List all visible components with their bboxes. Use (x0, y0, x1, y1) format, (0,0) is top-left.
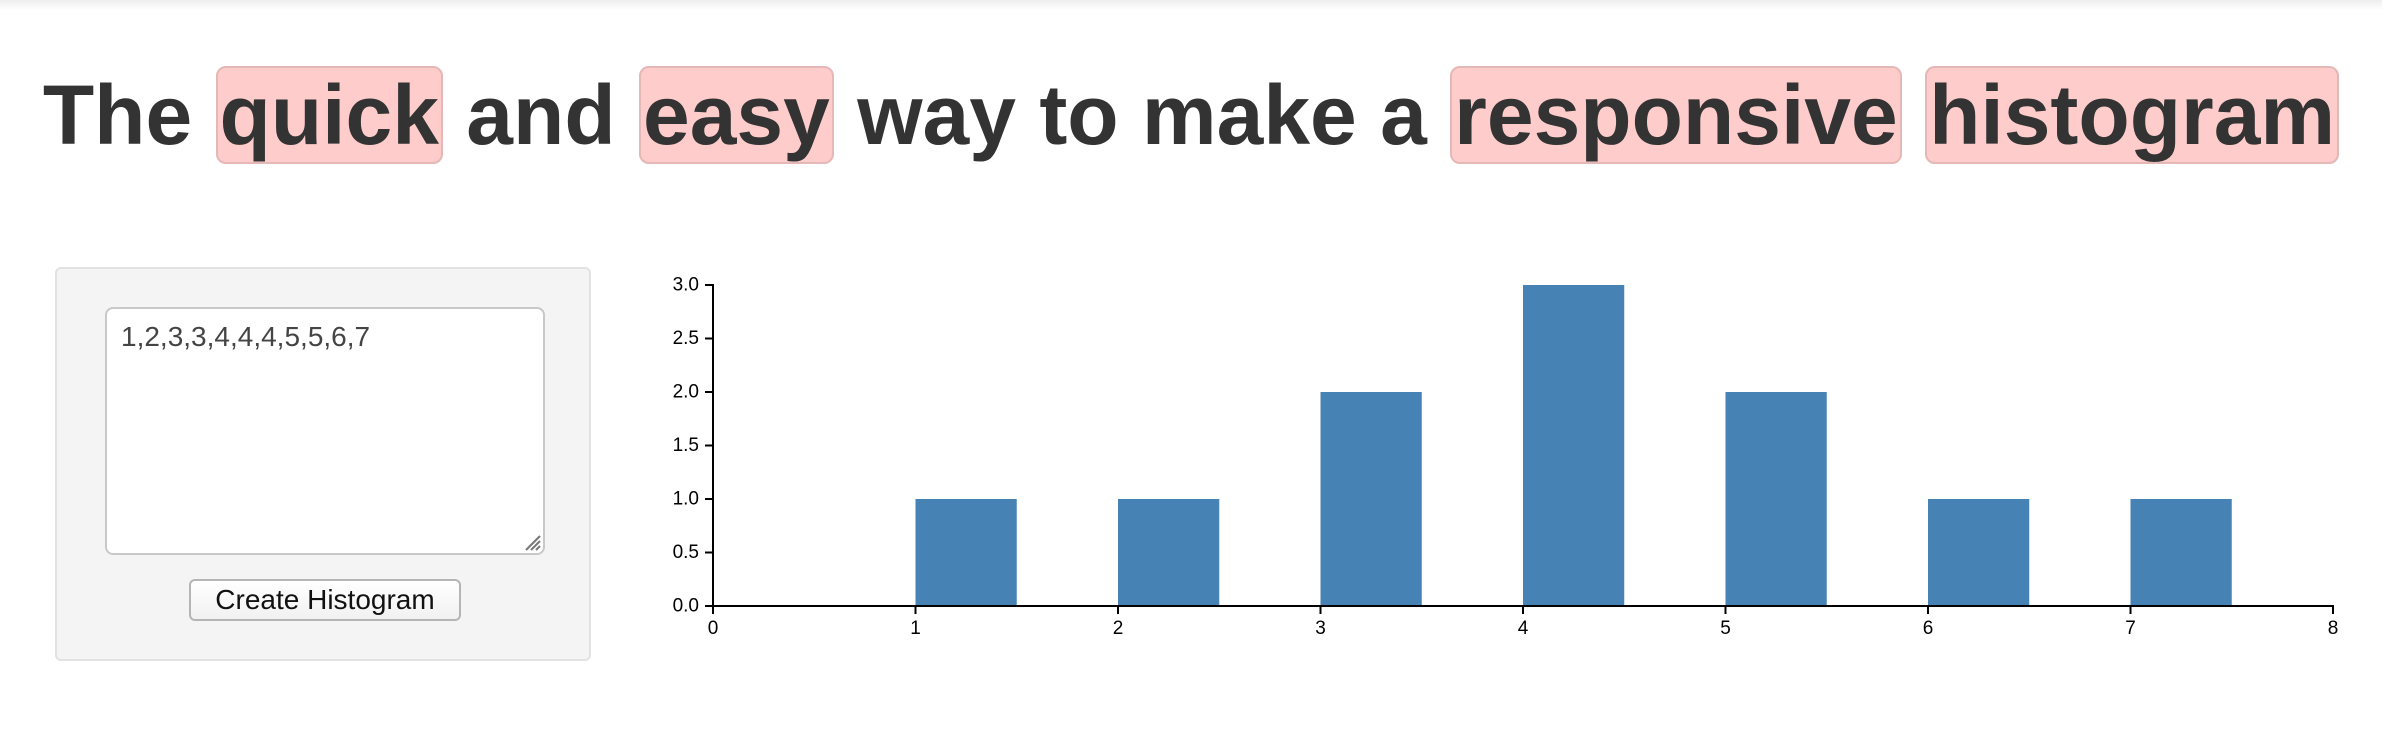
input-panel: Create Histogram (55, 267, 591, 661)
histogram-bar-3 (1320, 392, 1422, 606)
y-tick-label: 1.0 (673, 489, 699, 510)
x-axis: 0 1 2 3 4 5 6 7 8 (708, 605, 2339, 639)
histogram-bar-7 (2130, 499, 2232, 606)
y-tick-label: 0.0 (673, 596, 699, 617)
x-tick-label: 8 (2328, 618, 2339, 639)
page-title: The quick and easy way to make a respons… (0, 60, 2382, 170)
title-word-and: and (466, 68, 616, 162)
histogram-bars (915, 285, 2232, 606)
x-tick-label: 4 (1518, 618, 1529, 639)
title-words-way-to-make-a: way to make a (857, 68, 1427, 162)
y-tick-label: 3.0 (673, 275, 699, 296)
title-highlight-histogram: histogram (1925, 66, 2340, 164)
histogram-bar-1 (915, 499, 1017, 606)
create-histogram-button[interactable]: Create Histogram (189, 579, 461, 621)
title-highlight-responsive: responsive (1450, 66, 1902, 164)
x-tick-label: 7 (2125, 618, 2136, 639)
histogram-bar-5 (1725, 392, 1827, 606)
x-tick-label: 3 (1315, 618, 1326, 639)
title-word-the: The (42, 68, 193, 162)
title-highlight-easy: easy (638, 66, 834, 164)
resize-grip-icon[interactable] (523, 533, 541, 551)
y-tick-label: 2.0 (673, 382, 699, 403)
histogram-bar-4 (1523, 285, 1625, 606)
histogram-bar-6 (1928, 499, 2030, 606)
x-tick-label: 0 (708, 618, 719, 639)
histogram-bar-2 (1118, 499, 1220, 606)
y-tick-label: 0.5 (673, 542, 699, 563)
title-highlight-quick: quick (215, 66, 443, 164)
x-tick-label: 6 (1923, 618, 1934, 639)
y-tick-label: 2.5 (673, 328, 699, 349)
data-input[interactable] (105, 307, 545, 555)
x-tick-label: 1 (910, 618, 921, 639)
y-axis: 0.0 0.5 1.0 1.5 2.0 2.5 3.0 (673, 275, 714, 617)
top-shadow (0, 0, 2382, 10)
x-tick-label: 2 (1113, 618, 1124, 639)
x-tick-label: 5 (1720, 618, 1731, 639)
y-tick-label: 1.5 (673, 435, 699, 456)
